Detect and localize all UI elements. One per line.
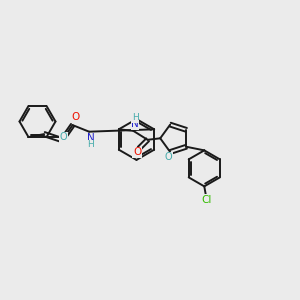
Text: H: H bbox=[87, 140, 94, 149]
Text: O: O bbox=[165, 152, 172, 162]
Text: Cl: Cl bbox=[202, 195, 212, 205]
Text: O: O bbox=[71, 112, 79, 122]
Text: H: H bbox=[132, 113, 138, 122]
Text: N: N bbox=[87, 133, 94, 143]
Text: O: O bbox=[133, 147, 141, 158]
Text: N: N bbox=[131, 119, 139, 129]
Text: O: O bbox=[60, 132, 68, 142]
